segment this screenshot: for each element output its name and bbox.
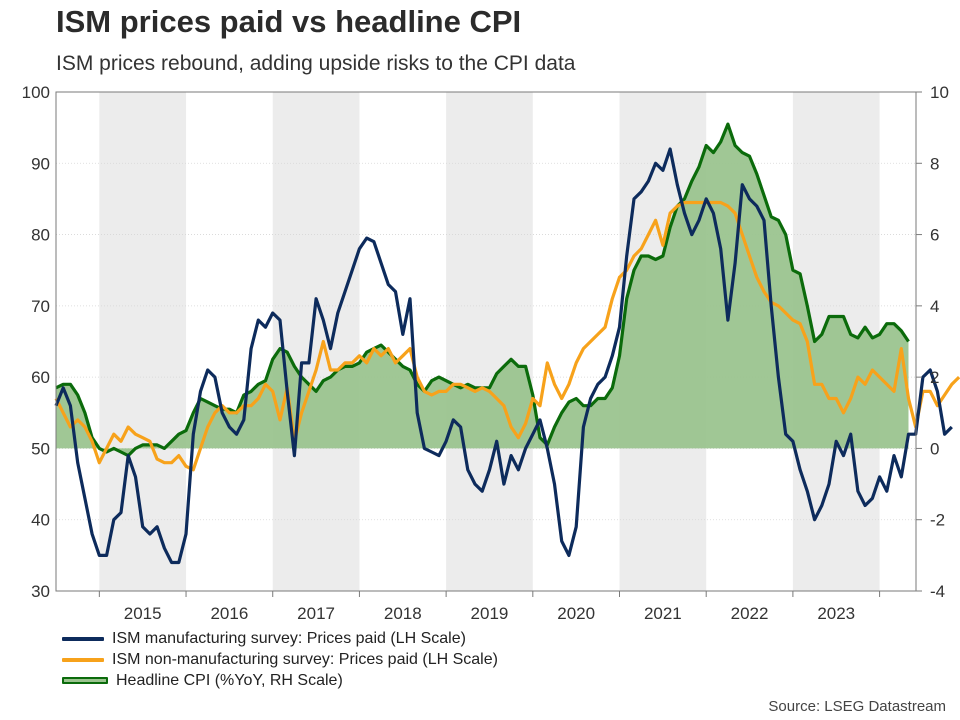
legend-label-cpi: Headline CPI (%YoY, RH Scale) bbox=[116, 671, 343, 689]
y-left-tick-90: 90 bbox=[31, 154, 50, 173]
legend-item-manufacturing: ISM manufacturing survey: Prices paid (L… bbox=[62, 628, 498, 649]
legend-label-non-manufacturing: ISM non-manufacturing survey: Prices pai… bbox=[112, 650, 498, 668]
y-left-tick-60: 60 bbox=[31, 368, 50, 387]
y-left-tick-80: 80 bbox=[31, 226, 50, 245]
plot-border bbox=[55, 91, 917, 592]
legend-swatch-cpi bbox=[62, 677, 108, 684]
x-tick-2017: 2017 bbox=[297, 604, 335, 623]
legend-swatch-non-manufacturing bbox=[62, 657, 104, 662]
y-right-tick--4: -4 bbox=[930, 582, 945, 601]
y-left-tick-100: 100 bbox=[22, 83, 50, 102]
x-tick-2021: 2021 bbox=[644, 604, 682, 623]
x-tick-2019: 2019 bbox=[471, 604, 509, 623]
y-right-tick-4: 4 bbox=[930, 297, 939, 316]
shade-2017 bbox=[272, 92, 360, 591]
x-tick-2016: 2016 bbox=[210, 604, 248, 623]
y-right-tick-0: 0 bbox=[930, 439, 939, 458]
chart-title: ISM prices paid vs headline CPI bbox=[56, 4, 522, 39]
legend-item-non-manufacturing: ISM non-manufacturing survey: Prices pai… bbox=[62, 649, 498, 670]
non-manufacturing-line bbox=[54, 200, 960, 472]
x-tick-2018: 2018 bbox=[384, 604, 422, 623]
x-tick-2023: 2023 bbox=[817, 604, 855, 623]
shade-2019 bbox=[446, 92, 533, 591]
legend-swatch-manufacturing bbox=[62, 636, 104, 641]
chart-subtitle: ISM prices rebound, adding upside risks … bbox=[56, 52, 576, 75]
legend: ISM manufacturing survey: Prices paid (L… bbox=[62, 628, 498, 691]
y-left-tick-50: 50 bbox=[31, 439, 50, 458]
legend-label-manufacturing: ISM manufacturing survey: Prices paid (L… bbox=[112, 629, 466, 647]
y-right-tick-10: 10 bbox=[930, 83, 949, 102]
y-left-tick-70: 70 bbox=[31, 297, 50, 316]
y-right-tick-8: 8 bbox=[930, 154, 939, 173]
shaded-years bbox=[99, 92, 880, 591]
manufacturing-line bbox=[54, 147, 953, 565]
series-lines bbox=[54, 147, 960, 565]
axes: 30 40 50 60 70 80 90 100 -4 -2 0 2 4 6 8 10 2015 2016 2017… bbox=[22, 83, 949, 623]
x-tick-2022: 2022 bbox=[731, 604, 769, 623]
source-note: Source: LSEG Datastream bbox=[768, 698, 946, 715]
legend-item-cpi: Headline CPI (%YoY, RH Scale) bbox=[62, 670, 498, 691]
y-right-tick-6: 6 bbox=[930, 226, 939, 245]
x-tick-2020: 2020 bbox=[557, 604, 595, 623]
y-right-tick-2: 2 bbox=[930, 368, 939, 387]
y-left-tick-30: 30 bbox=[31, 582, 50, 601]
y-left-tick-40: 40 bbox=[31, 511, 50, 530]
y-right-tick--2: -2 bbox=[930, 511, 945, 530]
shade-2015 bbox=[99, 92, 187, 591]
x-tick-2015: 2015 bbox=[124, 604, 162, 623]
